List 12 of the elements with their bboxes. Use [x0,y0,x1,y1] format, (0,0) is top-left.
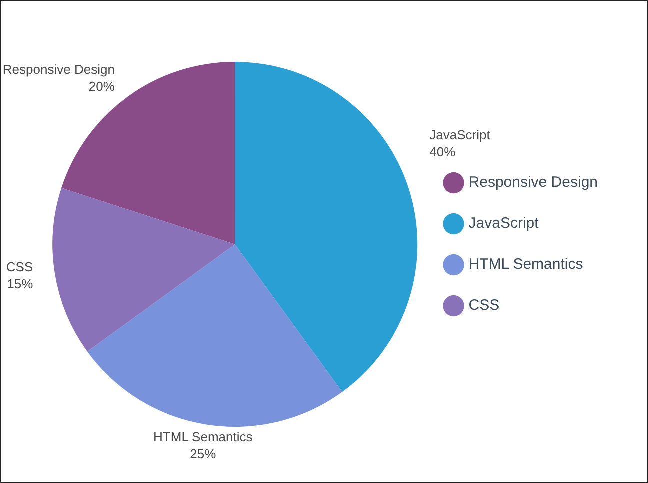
slice-label: Responsive Design [2,62,115,78]
slice-label: CSS [6,260,34,275]
legend-label: Responsive Design [468,174,598,192]
data-label: 20% [88,79,116,94]
slice-label: JavaScript [430,128,491,143]
data-label: 40% [430,144,456,160]
data-label: 15% [7,276,34,292]
legend-label: HTML Semantics [468,256,584,274]
data-label: 25% [190,446,217,462]
legend-label: JavaScript [468,215,540,232]
slice-label: HTML Semantics [154,430,254,445]
legend-label: CSS [468,297,500,314]
